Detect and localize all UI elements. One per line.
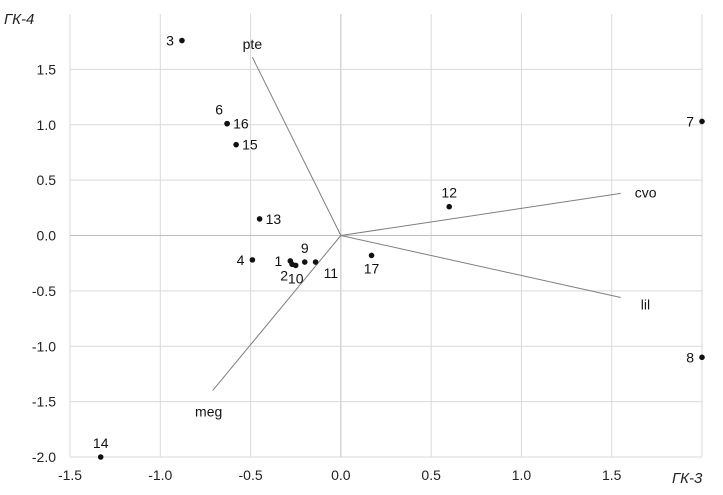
y-tick-label: -0.5	[32, 283, 56, 299]
y-tick-label: 0.0	[37, 228, 57, 244]
x-tick-label: -0.5	[239, 467, 263, 483]
point-label-4: 4	[237, 252, 245, 268]
y-tick-label: 1.5	[37, 61, 57, 77]
point-label-2: 2	[280, 267, 288, 283]
point-7	[699, 118, 705, 125]
point-label-9: 9	[301, 240, 309, 256]
point-10	[292, 262, 299, 269]
vector-label-lil: lil	[641, 297, 650, 313]
point-label-3: 3	[166, 33, 174, 49]
point-16	[224, 120, 230, 127]
y-tick-label: -1.0	[32, 338, 56, 354]
vector-meg	[212, 235, 342, 391]
y-tick-label: -1.5	[32, 394, 56, 410]
y-tick-label: 0.5	[37, 172, 57, 188]
point-label-17: 17	[364, 260, 380, 276]
vector-label-meg: meg	[195, 404, 222, 420]
vector-lil	[340, 235, 621, 299]
loading-vectors: pte cvo lil meg	[195, 36, 657, 419]
x-tick-label: -1.0	[148, 467, 172, 483]
point-label-14: 14	[93, 435, 109, 451]
point-label-1: 1	[275, 253, 283, 269]
point-label-10: 10	[288, 270, 304, 286]
point-4	[249, 257, 256, 263]
point-label-6: 6	[215, 102, 223, 118]
point-17	[368, 252, 375, 259]
y-axis-title: ГК-4	[4, 11, 34, 28]
x-tick-label: 0.5	[421, 467, 441, 483]
point-label-15: 15	[242, 137, 258, 153]
vector-cvo	[340, 192, 621, 236]
point-label-7: 7	[686, 113, 694, 129]
point-12	[446, 203, 453, 210]
point-label-13: 13	[266, 211, 282, 227]
vector-label-cvo: cvo	[635, 184, 657, 200]
point-label-12: 12	[441, 185, 457, 201]
axis-ticks: -1.5 -1.0 -0.5 0.0 0.5 1.0 1.5-2.0-1.5-1.0-0.5…	[32, 61, 622, 483]
point-label-16: 16	[233, 116, 249, 132]
vector-label-pte: pte	[243, 36, 263, 52]
point-label-8: 8	[686, 349, 694, 365]
point-label-11: 11	[324, 265, 339, 281]
data-points	[97, 37, 705, 460]
y-tick-label: -2.0	[32, 449, 56, 465]
point-8	[699, 354, 705, 361]
point-9	[301, 259, 308, 265]
point-15	[233, 141, 239, 148]
x-tick-label: -1.5	[58, 467, 82, 483]
y-tick-label: 1.0	[37, 117, 57, 133]
point-11	[312, 259, 319, 265]
point-13	[256, 216, 263, 222]
x-tick-label: 0.0	[331, 467, 351, 483]
x-tick-label: 1.0	[512, 467, 532, 483]
gridlines	[69, 14, 703, 458]
x-tick-label: 1.5	[602, 467, 622, 483]
point-14	[97, 454, 104, 460]
point-3	[179, 37, 185, 44]
vector-pte	[251, 56, 342, 236]
x-axis-title: ГК-3	[672, 470, 703, 487]
